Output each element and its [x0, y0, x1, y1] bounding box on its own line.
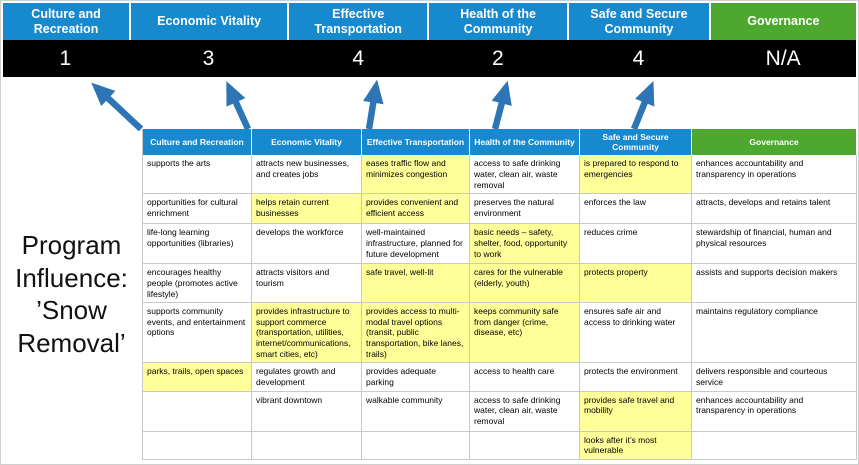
matrix-cell-r3-c4: basic needs – safety, shelter, food, opp…	[470, 224, 580, 265]
matrix-cell-r4-c4: cares for the vulnerable (elderly, youth…	[470, 264, 580, 304]
matrix-header-3: Effective Transportation	[362, 129, 470, 156]
matrix-cell-r5-c6: maintains regulatory compliance	[692, 303, 857, 364]
matrix-cell-r1-c6: enhances accountability and transparency…	[692, 155, 857, 195]
matrix-cell-r6-c1: parks, trails, open spaces	[143, 363, 252, 392]
matrix-cell-r1-c1: supports the arts	[143, 155, 252, 195]
matrix: Culture and Recreation Economic Vitality E…	[142, 129, 857, 460]
summary-header-3: Effective Transportation	[289, 3, 428, 40]
score-value-1: 1	[3, 40, 128, 77]
matrix-cell-r8-c1	[143, 431, 252, 460]
matrix-cell-r2-c5: enforces the law	[580, 194, 692, 225]
matrix-cell-r7-c2: vibrant downtown	[252, 391, 362, 432]
matrix-cell-r4-c6: assists and supports decision makers	[692, 264, 857, 304]
matrix-cell-r8-c5: looks after it’s most vulnerable	[580, 431, 692, 460]
score-value-3: 4	[289, 40, 427, 77]
matrix-cell-r2-c2: helps retain current businesses	[252, 194, 362, 225]
matrix-cell-r7-c6: enhances accountability and transparency…	[692, 391, 857, 432]
matrix-cell-r1-c4: access to safe drinking water, clean air…	[470, 155, 580, 195]
score-value-2: 3	[129, 40, 288, 77]
influence-arrow-2	[226, 81, 251, 131]
matrix-cell-r3-c2: develops the workforce	[252, 224, 362, 265]
summary-header-4: Health of the Community	[429, 3, 568, 40]
matrix-header-5: Safe and Secure Community	[580, 129, 692, 156]
matrix-cell-r3-c1: life-long learning opportunities (librar…	[143, 224, 252, 265]
matrix-header-2: Economic Vitality	[252, 129, 362, 156]
matrix-header-4: Health of the Community	[470, 129, 580, 156]
matrix-cell-r2-c3: provides convenient and efficient access	[362, 194, 470, 225]
score-value-5: 4	[568, 40, 709, 77]
matrix-cell-r7-c3: walkable community	[362, 391, 470, 432]
matrix-cell-r5-c4: keeps community safe from danger (crime,…	[470, 303, 580, 364]
matrix-cell-r8-c2	[252, 431, 362, 460]
matrix-cell-r6-c4: access to health care	[470, 363, 580, 392]
matrix-cell-r1-c3: eases traffic flow and minimizes congest…	[362, 155, 470, 195]
matrix-cell-r2-c4: preserves the natural environment	[470, 194, 580, 225]
score-value-6: N/A	[710, 40, 856, 77]
matrix-cell-r4-c3: safe travel, well-lit	[362, 264, 470, 304]
summary-header-1: Culture and Recreation	[3, 3, 130, 40]
matrix-cell-r4-c2: attracts visitors and tourism	[252, 264, 362, 304]
matrix-header-1: Culture and Recreation	[143, 129, 252, 156]
matrix-cell-r8-c4	[470, 431, 580, 460]
matrix-cell-r4-c1: encourages healthy people (promotes acti…	[143, 264, 252, 304]
page-title: Program Influence: ’Snow Removal’	[15, 230, 128, 358]
matrix-cell-r7-c1	[143, 391, 252, 432]
matrix-cell-r5-c5: ensures safe air and access to drinking …	[580, 303, 692, 364]
matrix-cell-r3-c5: reduces crime	[580, 224, 692, 265]
matrix-cell-r3-c6: stewardship of financial, human and phys…	[692, 224, 857, 265]
arrows-layer	[91, 79, 655, 131]
matrix-cell-r8-c6	[692, 431, 857, 460]
summary-header-2: Economic Vitality	[131, 3, 288, 40]
matrix-cell-r6-c3: provides adequate parking	[362, 363, 470, 392]
matrix-cell-r7-c4: access to safe drinking water, clean air…	[470, 391, 580, 432]
summary-header-6: Governance	[710, 3, 856, 40]
influence-arrow-5	[630, 80, 655, 131]
matrix-cell-r8-c3	[362, 431, 470, 460]
influence-arrow-1	[91, 82, 144, 131]
matrix-cell-r6-c2: regulates growth and development	[252, 363, 362, 392]
matrix-cell-r6-c5: protects the environment	[580, 363, 692, 392]
influence-arrow-3	[363, 79, 384, 130]
matrix-cell-r3-c3: well-maintained infrastructure, planned …	[362, 224, 470, 265]
matrix-header-6: Governance	[692, 129, 857, 156]
matrix-cell-r1-c2: attracts new businesses, and creates job…	[252, 155, 362, 195]
summary-header-5: Safe and Secure Community	[569, 3, 709, 40]
matrix-cell-r2-c1: opportunities for cultural enrichment	[143, 194, 252, 225]
summary-band: Culture and Recreation Economic Vitality E…	[3, 3, 856, 40]
score-band: 1 3 4 2 4 N/A	[3, 40, 856, 77]
influence-arrow-4	[491, 80, 512, 130]
matrix-cell-r7-c5: provides safe travel and mobility	[580, 391, 692, 432]
matrix-cell-r4-c5: protects property	[580, 264, 692, 304]
score-value-4: 2	[429, 40, 567, 77]
matrix-cell-r2-c6: attracts, develops and retains talent	[692, 194, 857, 225]
matrix-cell-r5-c2: provides infrastructure to support comme…	[252, 303, 362, 364]
matrix-cell-r6-c6: delivers responsible and courteous servi…	[692, 363, 857, 392]
main-area: Program Influence: ’Snow Removal’ Cultur…	[1, 129, 857, 460]
matrix-cell-r5-c3: provides access to multi-modal travel op…	[362, 303, 470, 364]
matrix-cell-r1-c5: is prepared to respond to emergencies	[580, 155, 692, 195]
matrix-cell-r5-c1: supports community events, and entertain…	[143, 303, 252, 364]
